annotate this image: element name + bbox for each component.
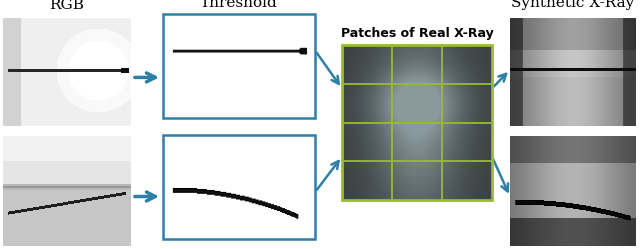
Text: RGB: RGB bbox=[49, 0, 84, 12]
Text: Synthetic X-Ray: Synthetic X-Ray bbox=[511, 0, 635, 10]
Bar bbox=[163, 135, 315, 239]
Bar bbox=[163, 14, 315, 118]
Text: Threshold: Threshold bbox=[200, 0, 278, 10]
Text: Patches of Real X-Ray: Patches of Real X-Ray bbox=[340, 27, 493, 40]
Bar bbox=[342, 45, 492, 200]
